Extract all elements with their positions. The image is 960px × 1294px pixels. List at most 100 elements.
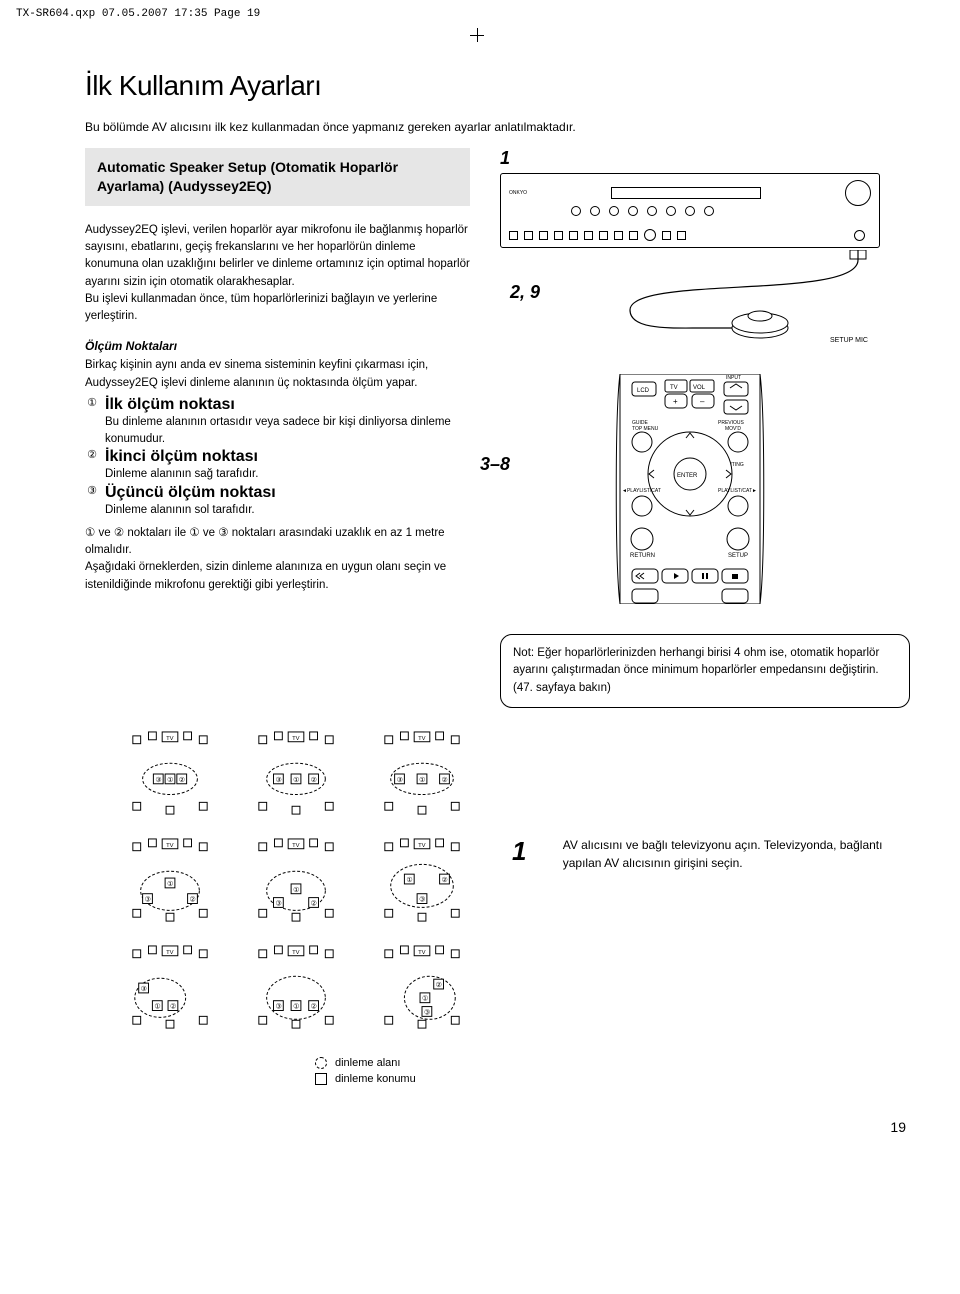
svg-text:INPUT: INPUT xyxy=(726,375,741,381)
list-number-icon: ③ xyxy=(85,484,99,502)
svg-text:②: ② xyxy=(190,895,196,903)
note-box: Not: Eğer hoparlörlerinizden herhangi bi… xyxy=(500,634,910,708)
svg-text:①: ① xyxy=(293,886,299,894)
list-number-icon: ② xyxy=(85,448,99,466)
svg-text:①: ① xyxy=(422,994,428,1002)
svg-text:TV: TV xyxy=(292,736,300,742)
svg-text:②: ② xyxy=(442,876,448,884)
svg-text:TV: TV xyxy=(670,385,678,391)
page-content: İlk Kullanım Ayarları Bu bölümde AV alıc… xyxy=(0,50,960,1165)
print-header: TX-SR604.qxp 07.05.2007 17:35 Page 19 xyxy=(0,0,960,20)
room-diagram: TV ③ ① ② xyxy=(120,730,220,818)
svg-text:+: + xyxy=(673,397,678,406)
list-item: ③ Üçüncü ölçüm noktası xyxy=(85,484,470,502)
item-desc: Dinleme alanının sol tarafıdır. xyxy=(105,502,470,519)
paragraph-3: ① ve ② noktaları ile ① ve ③ noktaları ar… xyxy=(85,525,470,594)
svg-text:MOV'D: MOV'D xyxy=(725,426,741,432)
list-item: ① İlk ölçüm noktası xyxy=(85,396,470,414)
legend: dinleme alanı dinleme konumu xyxy=(315,1057,472,1085)
receiver-button-icon xyxy=(704,206,714,216)
room-diagram: TV ③ ① ② xyxy=(120,837,220,925)
svg-text:③: ③ xyxy=(275,1002,281,1010)
room-diagram: TV ③ ① ② xyxy=(372,730,472,818)
room-layouts-grid: TV ③ ① ② TV ③ ① ② xyxy=(120,730,472,1039)
mic-cable-icon: SETUP MIC xyxy=(570,250,880,345)
svg-text:③: ③ xyxy=(141,985,147,993)
svg-text:①: ① xyxy=(293,776,299,784)
receiver-button-icon xyxy=(628,206,638,216)
paragraph-1: Audyssey2EQ işlevi, verilen hoparlör aya… xyxy=(85,222,470,326)
room-diagram: TV ③ ① ② xyxy=(246,837,346,925)
svg-text:③: ③ xyxy=(275,899,281,907)
svg-text:TV: TV xyxy=(292,843,300,849)
svg-text:②: ② xyxy=(170,1002,176,1010)
room-diagram: TV ② ① ③ xyxy=(372,944,472,1032)
svg-text:TV: TV xyxy=(166,843,174,849)
svg-text:②: ② xyxy=(442,776,448,784)
room-diagram: TV ③ ① ② xyxy=(246,730,346,818)
list-item: ② İkinci ölçüm noktası xyxy=(85,448,470,466)
setup-mic-jack-icon xyxy=(854,230,865,241)
receiver-button-icon xyxy=(685,206,695,216)
svg-text:LCD: LCD xyxy=(637,388,650,394)
svg-text:②: ② xyxy=(436,981,442,989)
svg-text:③: ③ xyxy=(145,895,151,903)
page-title: İlk Kullanım Ayarları xyxy=(85,70,910,102)
receiver-button-icon xyxy=(647,206,657,216)
figure-label-3: 3–8 xyxy=(480,454,510,475)
remote-icon: LCD TV VOL + – INPUT GUIDE xyxy=(610,374,770,604)
item-desc: Bu dinleme alanının ortasıdır veya sadec… xyxy=(105,414,470,449)
room-diagram: TV ③ ① ② xyxy=(246,944,346,1032)
svg-text:③: ③ xyxy=(424,1008,430,1016)
crop-marks xyxy=(0,20,960,50)
step-text: AV alıcısını ve bağlı televizyonu açın. … xyxy=(563,836,910,872)
mic-port-label: SETUP MIC xyxy=(830,337,868,344)
svg-text:①: ① xyxy=(154,1002,160,1010)
figure-label-1: 1 xyxy=(500,148,910,169)
list-number-icon: ① xyxy=(85,396,99,414)
microphone-illustration: 2, 9 SETUP MIC xyxy=(500,254,880,344)
figure-label-2: 2, 9 xyxy=(510,282,540,303)
svg-text:TOP MENU: TOP MENU xyxy=(632,426,659,432)
svg-text:②: ② xyxy=(179,776,185,784)
svg-text:③: ③ xyxy=(275,776,281,784)
receiver-button-icon xyxy=(571,206,581,216)
svg-text:ENTER: ENTER xyxy=(677,473,698,479)
subheading: Ölçüm Noktaları xyxy=(85,339,470,353)
svg-text:TV: TV xyxy=(292,950,300,956)
volume-knob-icon xyxy=(845,180,871,206)
svg-text:TV: TV xyxy=(166,950,174,956)
svg-text:TV: TV xyxy=(418,736,426,742)
svg-text:–: – xyxy=(700,397,705,406)
item-title: Üçüncü ölçüm noktası xyxy=(105,484,276,502)
svg-text:①: ① xyxy=(419,776,425,784)
svg-text:①: ① xyxy=(406,876,412,884)
intro-text: Bu bölümde AV alıcısını ilk kez kullanma… xyxy=(85,120,910,134)
receiver-button-icon xyxy=(609,206,619,216)
svg-text:①: ① xyxy=(167,776,173,784)
receiver-button-icon xyxy=(666,206,676,216)
svg-text:③: ③ xyxy=(419,895,425,903)
page-number: 19 xyxy=(85,1119,910,1135)
room-diagram: TV ① ② ③ xyxy=(372,837,472,925)
svg-text:①: ① xyxy=(293,1002,299,1010)
section-heading: Automatic Speaker Setup (Otomatik Hoparl… xyxy=(97,158,458,196)
paragraph-2: Birkaç kişinin aynı anda ev sinema siste… xyxy=(85,357,470,392)
svg-text:②: ② xyxy=(311,899,317,907)
receiver-button-icon xyxy=(590,206,600,216)
square-icon xyxy=(315,1073,327,1085)
svg-text:②: ② xyxy=(311,1002,317,1010)
item-title: İkinci ölçüm noktası xyxy=(105,448,258,466)
svg-text:PLAYLIST/CAT►: PLAYLIST/CAT► xyxy=(718,488,757,494)
section-heading-box: Automatic Speaker Setup (Otomatik Hoparl… xyxy=(85,148,470,206)
svg-text:RETURN: RETURN xyxy=(630,553,655,559)
svg-text:③: ③ xyxy=(155,776,161,784)
receiver-illustration: ONKYO xyxy=(500,173,880,248)
svg-text:①: ① xyxy=(167,880,173,888)
svg-text:TV: TV xyxy=(166,736,174,742)
figure-column: 1 ONKYO xyxy=(500,148,910,708)
svg-text:TV: TV xyxy=(418,843,426,849)
item-desc: Dinleme alanının sağ tarafıdır. xyxy=(105,466,470,483)
step-1: 1 AV alıcısını ve bağlı televizyonu açın… xyxy=(512,836,910,872)
step-number: 1 xyxy=(512,836,533,867)
